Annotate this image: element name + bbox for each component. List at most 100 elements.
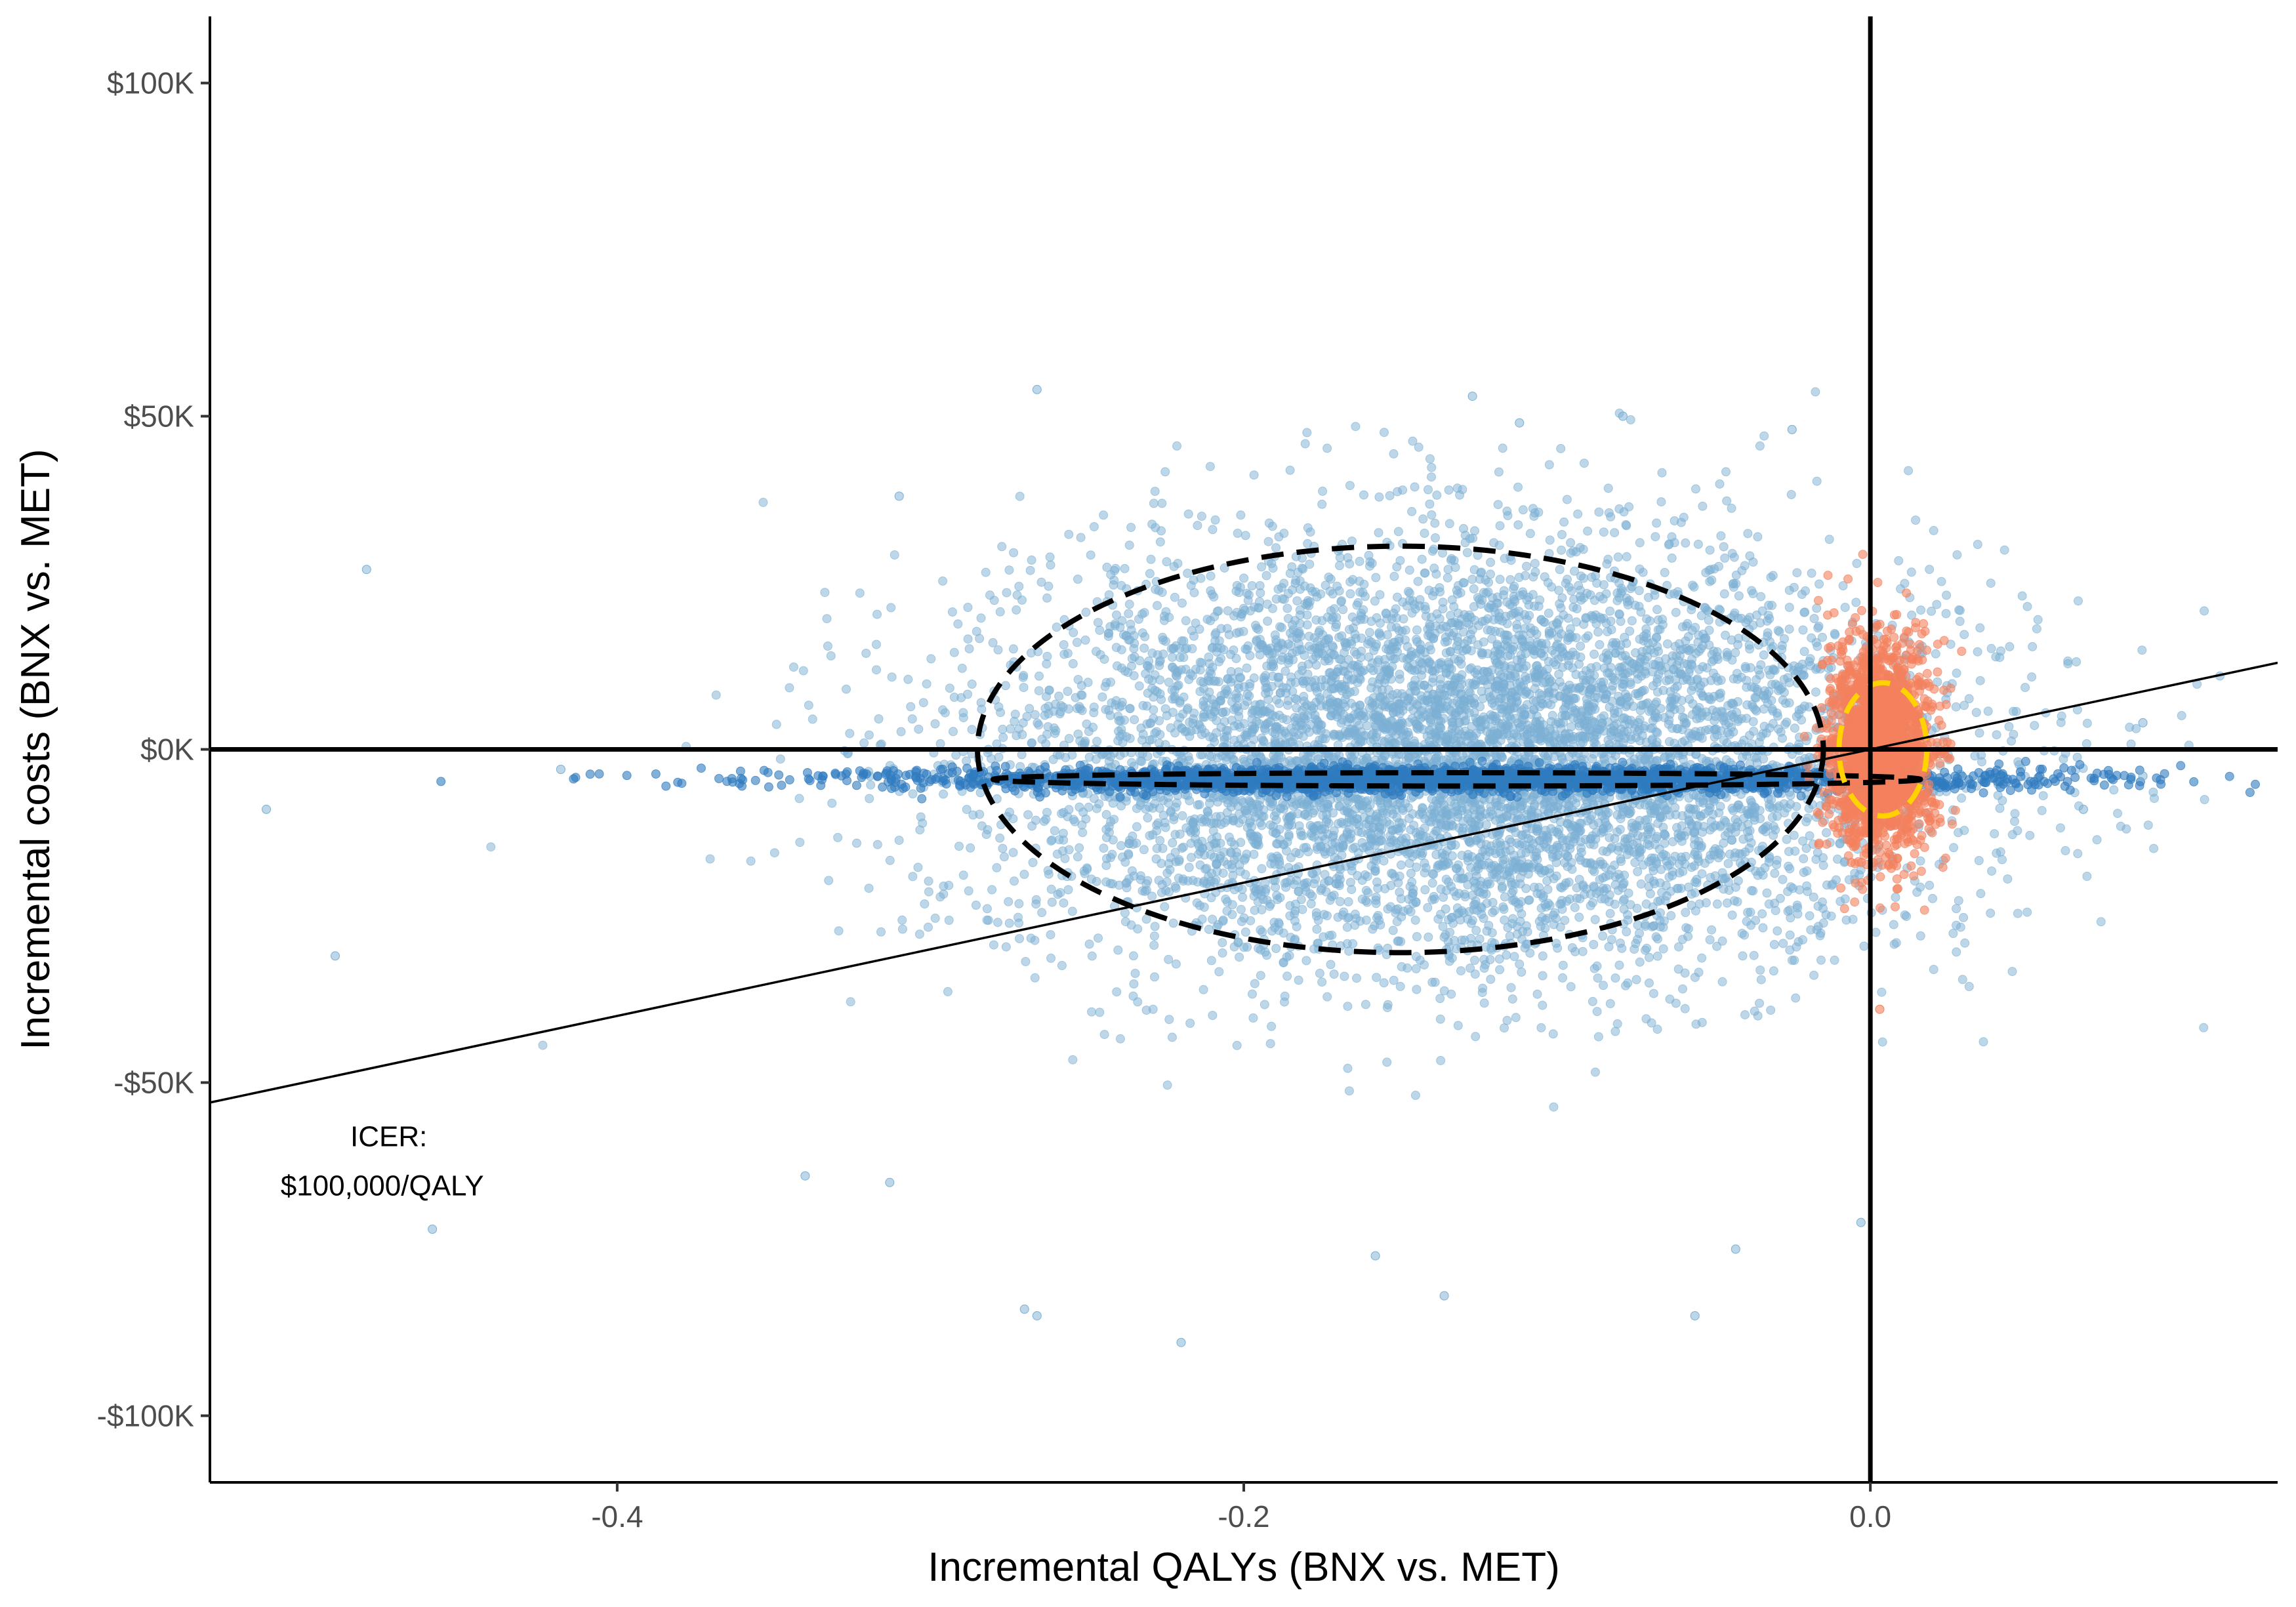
scatter-point-series-1: [1464, 837, 1474, 847]
scatter-point-series-1: [1712, 899, 1722, 909]
scatter-point-series-1: [1544, 608, 1553, 618]
scatter-point-series-1: [1634, 586, 1644, 596]
scatter-point-series-1: [1652, 1025, 1662, 1034]
scatter-point-series-1: [1783, 673, 1793, 683]
scatter-point-series-1: [852, 838, 861, 848]
scatter-point-series-1: [1987, 866, 1997, 876]
scatter-point-series-1: [1812, 476, 1822, 486]
scatter-point-series-1: [1446, 989, 1456, 999]
scatter-point-series-1: [1797, 590, 1807, 600]
scatter-point-series-1: [1443, 565, 1453, 575]
scatter-point-series-1: [1181, 616, 1191, 626]
scatter-point-series-1: [1786, 790, 1795, 800]
scatter-point-series-1: [914, 724, 924, 734]
scatter-point-series-1: [842, 684, 851, 694]
scatter-point-series-1: [926, 654, 936, 664]
scatter-point-series-1: [1660, 830, 1670, 840]
scatter-point-series-1: [1392, 562, 1402, 572]
scatter-point-series-1: [1403, 586, 1413, 596]
scatter-point-series-1: [1134, 681, 1144, 691]
scatter-point-series-1: [1150, 972, 1159, 982]
scatter-point-series-1: [1084, 939, 1094, 949]
scatter-point-series-1: [2004, 722, 2014, 731]
scatter-point-series-1: [1740, 561, 1750, 571]
scatter-point-series-1: [1612, 1019, 1622, 1028]
scatter-point-series-1: [1063, 687, 1073, 696]
scatter-point-series-1: [1610, 973, 1620, 983]
scatter-point-series-1: [1614, 960, 1624, 970]
scatter-point-series-1: [1529, 882, 1539, 892]
scatter-point-series-1: [1162, 557, 1172, 567]
scatter-point-series-1: [1305, 583, 1315, 593]
scatter-point-series-1: [1610, 708, 1620, 718]
scatter-point-series-1: [1681, 908, 1691, 918]
scatter-point-series-1: [982, 904, 992, 914]
scatter-point-series-1: [1383, 1000, 1393, 1009]
scatter-point-series-1: [1977, 757, 1986, 767]
scatter-point-series-1: [998, 724, 1008, 734]
scatter-point-series-1: [1350, 920, 1360, 930]
scatter-point-series-1: [1263, 537, 1273, 546]
scatter-point-series-1: [1431, 533, 1440, 542]
scatter-point-series-1: [977, 821, 987, 831]
scatter-point-series-1: [2030, 721, 2040, 731]
scatter-point-series-1: [1687, 889, 1696, 899]
scatter-point-series-1: [1427, 510, 1437, 519]
scatter-point-series-1: [1019, 870, 1029, 879]
scatter-point-series-1: [913, 863, 923, 872]
scatter-point-series-1: [1283, 816, 1293, 826]
scatter-point-series-1: [758, 497, 768, 507]
scatter-point-series-1: [1257, 821, 1267, 830]
scatter-point-series-1: [1430, 977, 1440, 987]
scatter-point-series-1: [1317, 499, 1327, 509]
scatter-point-series-1: [1420, 601, 1430, 611]
scatter-point-series-1: [1335, 897, 1345, 906]
scatter-point-series-1: [1912, 887, 1922, 897]
scatter-point-series-1: [1470, 956, 1479, 965]
scatter-point-series-1: [1929, 525, 1938, 535]
scatter-point-series-1: [1389, 975, 1399, 985]
scatter-point-series-1: [1039, 817, 1049, 826]
scatter-point-series-1: [1178, 598, 1187, 608]
scatter-point-series-1: [1768, 641, 1778, 651]
scatter-point-series-1: [1398, 485, 1408, 495]
scatter-point-series-1: [1698, 501, 1708, 511]
scatter-point-series-1: [1700, 725, 1710, 735]
scatter-point-series-1: [1120, 563, 1130, 573]
scatter-point-series-1: [1729, 552, 1739, 562]
scatter-point-series-1: [1150, 487, 1160, 497]
scatter-point-series-1: [1371, 856, 1381, 866]
scatter-point-series-1: [992, 863, 1002, 872]
scatter-point-series-1: [1078, 828, 1088, 838]
scatter-point-series-1: [1375, 590, 1385, 600]
scatter-point-series-1: [1435, 680, 1445, 689]
scatter-point-series-1: [1174, 855, 1184, 865]
scatter-point-series-1: [1004, 897, 1014, 906]
scatter-point-series-1: [1715, 479, 1725, 489]
scatter-point-series-1: [1716, 531, 1726, 540]
scatter-point-series-1: [1330, 604, 1339, 614]
scatter-point-series-1: [945, 683, 954, 693]
scatter-point-series-1: [1076, 533, 1086, 542]
scatter-point-series-1: [1153, 601, 1162, 611]
scatter-point-series-1: [1622, 552, 1631, 561]
scatter-point-series-1: [1753, 532, 1763, 542]
scatter-point-series-1: [1281, 666, 1290, 676]
scatter-point-series-1: [1068, 1055, 1078, 1065]
scatter-point-series-1: [1312, 687, 1322, 697]
scatter-point-series-1: [795, 838, 805, 847]
scatter-point-series-1: [1816, 955, 1826, 965]
scatter-point-series-1: [1513, 482, 1523, 492]
scatter-point-series-1: [1208, 914, 1218, 924]
scatter-point-series-1: [1545, 535, 1555, 545]
scatter-point-series-1: [1427, 878, 1437, 888]
scatter-point-series-1: [874, 714, 884, 723]
scatter-point-series-1: [996, 708, 1006, 718]
scatter-point-series-1: [1762, 888, 1772, 898]
scatter-point-series-1: [798, 666, 808, 676]
scatter-point-series-1: [1343, 1063, 1353, 1073]
scatter-point-series-1: [1999, 545, 2009, 555]
scatter-point-series-1: [1653, 934, 1662, 944]
scatter-point-series-1: [1627, 616, 1637, 626]
scatter-point-series-1: [1356, 609, 1366, 618]
